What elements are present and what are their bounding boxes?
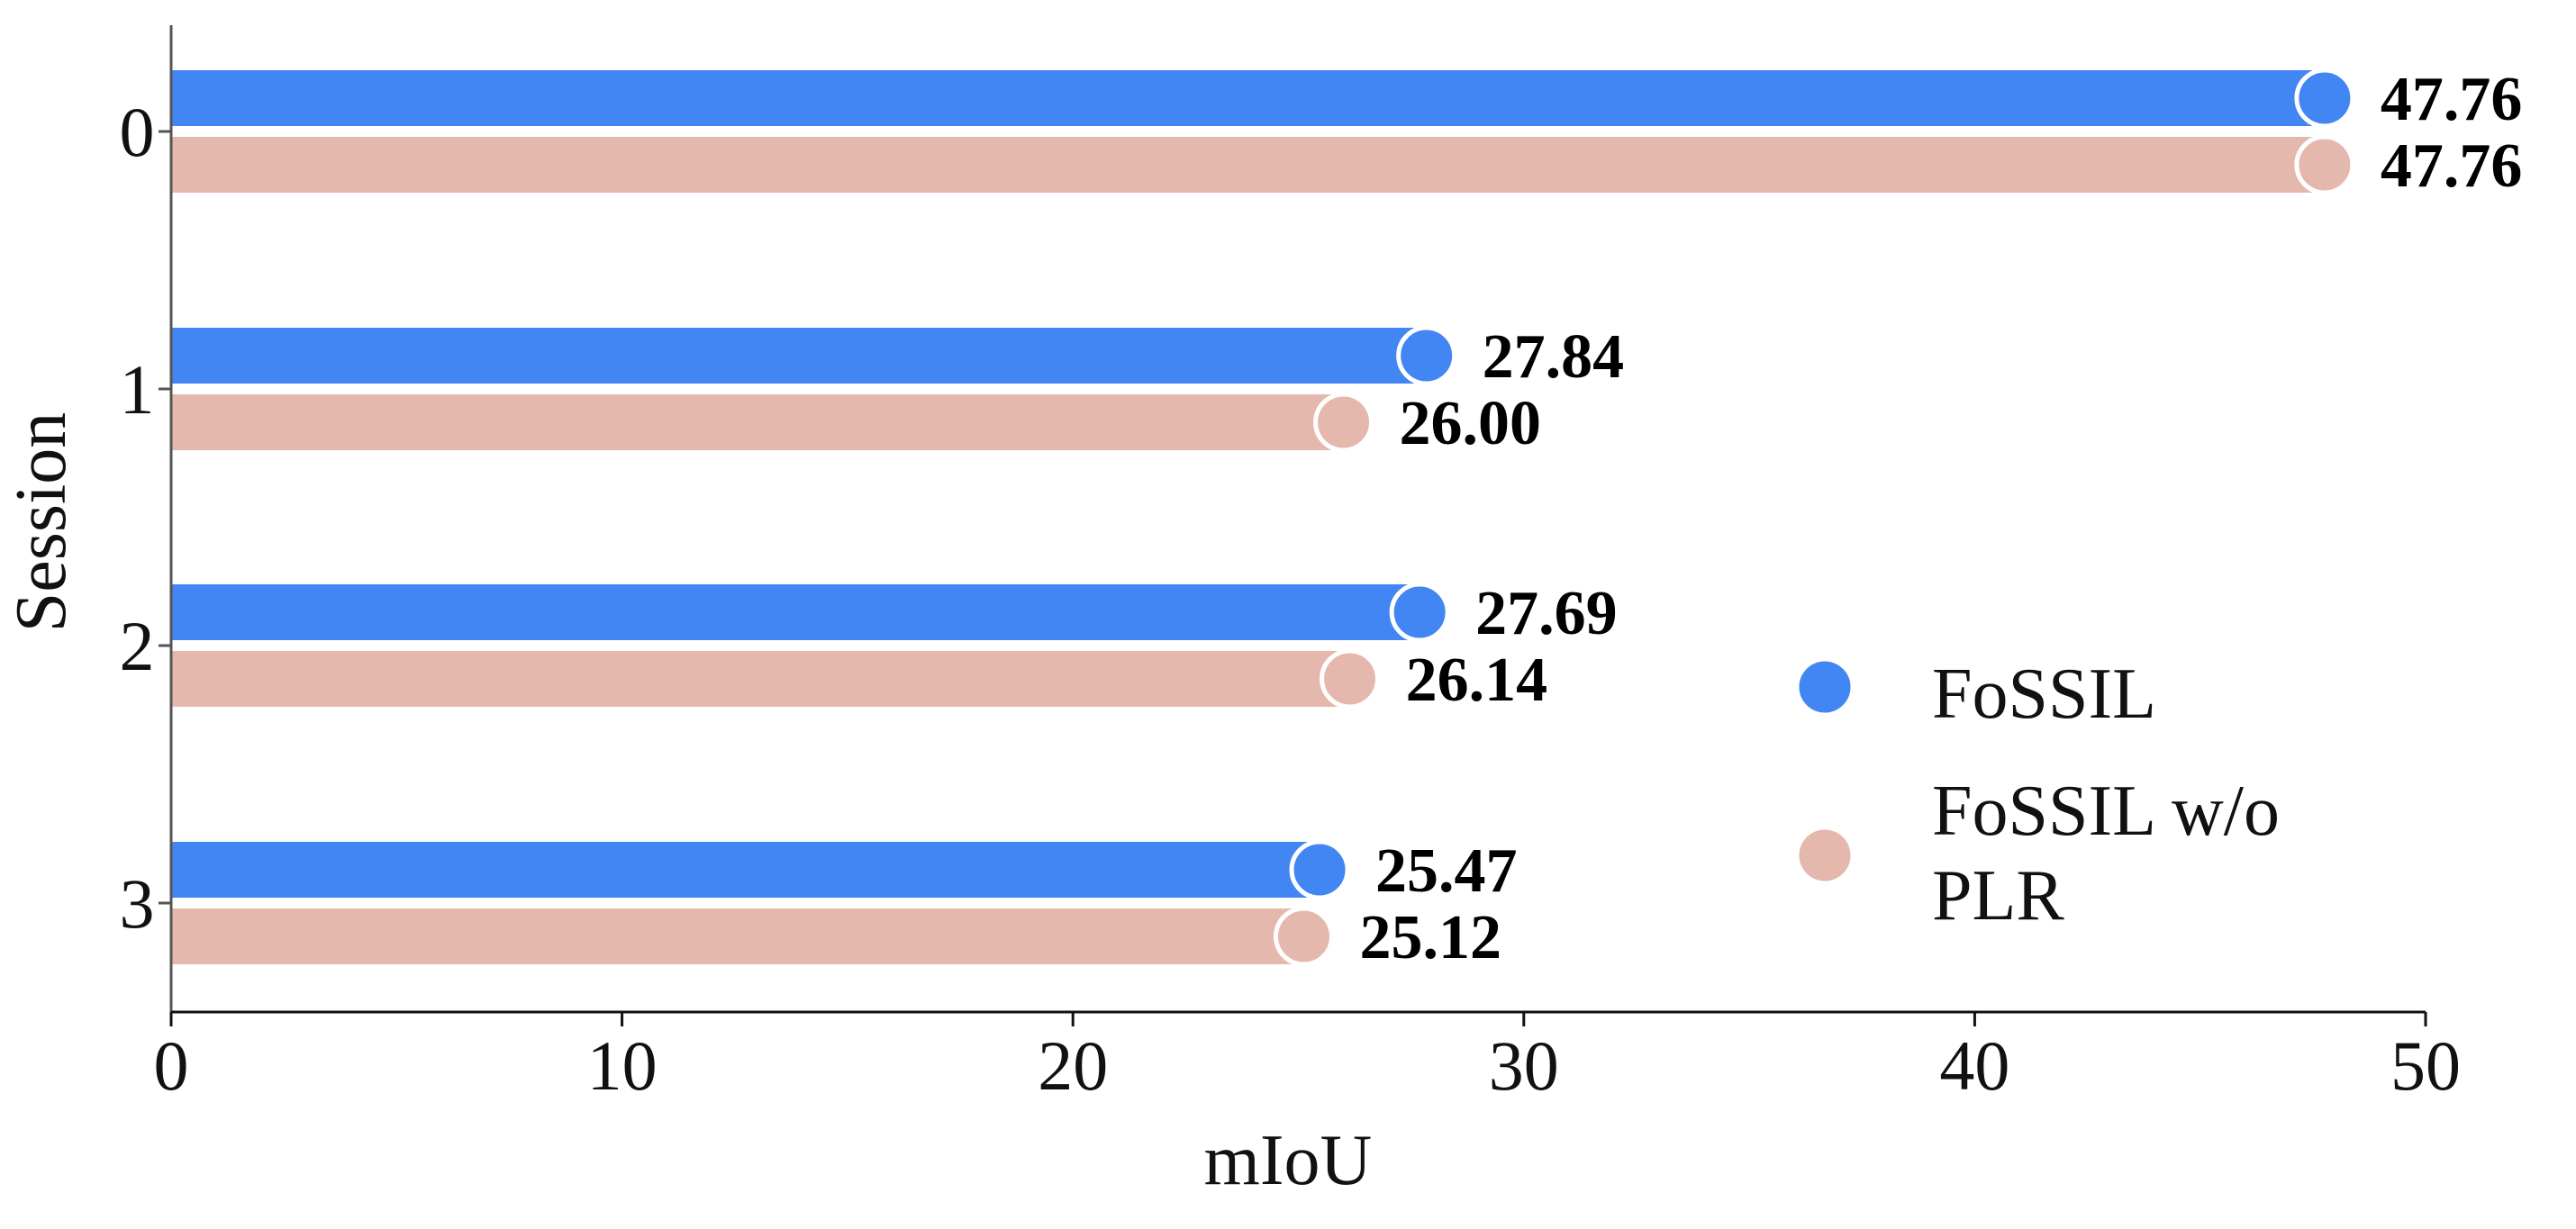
axes-group [169,25,2426,1014]
value-label-s1-session-1: 26.00 [1400,389,1542,458]
legend-marker-1 [1794,825,1855,886]
value-label-s1-session-0: 47.76 [2381,131,2523,201]
legend-marker-0 [1794,656,1855,718]
marker-s1-session-0 [2294,134,2355,195]
marker-s0-session-1 [1396,325,1457,386]
y-tick-label: 2 [120,607,155,685]
bar-s1-session-2 [171,651,1350,707]
value-label-s0-session-0: 47.76 [2381,65,2523,134]
bars-group [171,70,2325,964]
x-tick-label: 40 [1939,1026,2009,1105]
value-label-s0-session-3: 25.47 [1375,836,1518,906]
legend-label-0: FoSSIL [1932,655,2156,734]
x-tick-label: 0 [154,1026,189,1105]
markers-group [1274,68,2355,967]
marker-s0-session-3 [1289,839,1350,900]
x-tick-label: 20 [1038,1026,1108,1105]
value-label-s1-session-2: 26.14 [1406,646,1548,715]
y-axis-label: Session [2,412,81,633]
value-label-s1-session-3: 25.12 [1360,903,1502,972]
legend-label-1: FoSSIL w/o PLR [1932,772,2280,935]
legend: FoSSIL FoSSIL w/o PLR [1794,655,2280,935]
x-tick-label: 30 [1489,1026,1559,1105]
y-ticks-group: 0 1 2 3 [120,93,171,943]
marker-s0-session-2 [1389,582,1450,643]
bar-s0-session-2 [171,584,1420,640]
marker-s1-session-1 [1313,392,1374,453]
marker-s1-session-3 [1274,906,1335,967]
value-labels-group: 47.76 27.84 27.69 25.47 47.76 26.00 26.14 25.12 [1360,65,2523,972]
y-tick-label: 1 [120,350,155,429]
bar-s0-session-3 [171,842,1320,898]
value-label-s0-session-1: 27.84 [1483,322,1625,392]
x-tick-label: 50 [2390,1026,2461,1105]
x-axis-label: mIoU [1204,1121,1373,1200]
bar-s1-session-3 [171,908,1304,964]
x-ticks-group: 0 10 20 30 40 50 [154,1012,2461,1105]
x-tick-label: 10 [587,1026,658,1105]
bar-s0-session-0 [171,70,2325,126]
marker-s0-session-0 [2294,68,2355,129]
marker-s1-session-2 [1320,648,1381,709]
bar-s1-session-0 [171,137,2325,193]
y-tick-label: 3 [120,864,155,943]
y-tick-label: 0 [120,93,155,171]
value-label-s0-session-2: 27.69 [1475,579,1618,648]
bar-s0-session-1 [171,328,1427,384]
bar-s1-session-1 [171,394,1344,450]
